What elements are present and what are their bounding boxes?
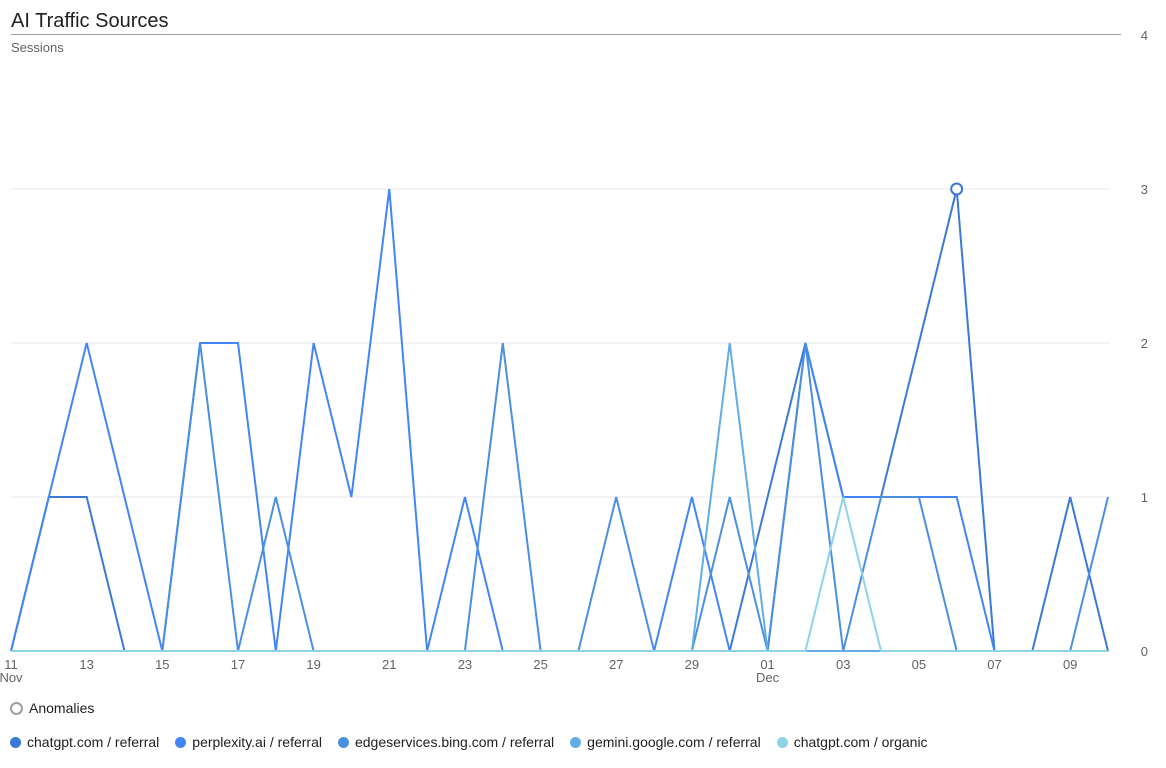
legend-label: gemini.google.com / referral: [587, 734, 761, 750]
series-line-4: [11, 496, 1108, 652]
legend-item-4[interactable]: chatgpt.com / organic: [776, 734, 928, 750]
legend-dot-icon: [570, 736, 582, 748]
chart-title: AI Traffic Sources: [11, 10, 169, 32]
x-tick-label-15: 15: [155, 657, 169, 672]
x-tick-sublabel-Nov: Nov: [0, 670, 23, 685]
legend-item-3[interactable]: gemini.google.com / referral: [570, 734, 761, 750]
legend-label: perplexity.ai / referral: [192, 734, 322, 750]
series-line-0: [10, 188, 1109, 652]
legend-label: edgeservices.bing.com / referral: [354, 734, 555, 750]
x-tick-label-07: 07: [987, 657, 1001, 672]
y-axis-label: Sessions: [11, 40, 64, 55]
legend-item-2[interactable]: edgeservices.bing.com / referral: [337, 734, 555, 750]
anomaly-ring-icon: [10, 701, 23, 715]
legend-dot-icon: [337, 736, 349, 748]
x-tick-sublabel-Dec: Dec: [756, 670, 780, 685]
title-divider: [11, 34, 1121, 35]
legend-item-1[interactable]: perplexity.ai / referral: [175, 734, 322, 750]
legend-label: chatgpt.com / organic: [793, 734, 928, 750]
x-tick-label-09: 09: [1063, 657, 1077, 672]
grid-lines: [11, 188, 1110, 652]
y-tick-label-1: 1: [1141, 490, 1148, 505]
series-legend: chatgpt.com / referral perplexity.ai / re…: [10, 734, 944, 750]
x-tick-label-19: 19: [306, 657, 320, 672]
legend-dot-icon: [175, 736, 187, 748]
anomalies-legend-label: Anomalies: [29, 700, 95, 716]
x-tick-label-13: 13: [79, 657, 93, 672]
x-tick-label-21: 21: [382, 657, 396, 672]
y-tick-label-3: 3: [1141, 182, 1148, 197]
y-axis-ticks: 0 1 2 3 4: [1141, 28, 1148, 659]
x-tick-label-17: 17: [231, 657, 245, 672]
legend-label: chatgpt.com / referral: [27, 734, 160, 750]
x-tick-label-23: 23: [458, 657, 472, 672]
y-tick-label-4: 4: [1141, 28, 1148, 43]
y-tick-label-2: 2: [1141, 336, 1148, 351]
series-line-1: [10, 188, 1108, 652]
anomalies-legend[interactable]: Anomalies: [10, 700, 94, 716]
y-tick-label-0: 0: [1141, 644, 1148, 659]
legend-dot-icon: [10, 736, 21, 748]
legend-dot-icon: [776, 736, 788, 748]
x-tick-label-25: 25: [533, 657, 547, 672]
x-tick-label-11: 11: [4, 657, 18, 672]
anomaly-marker-0: [950, 182, 964, 196]
x-tick-label-29: 29: [685, 657, 699, 672]
x-tick-label-05: 05: [912, 657, 926, 672]
x-tick-label-27: 27: [609, 657, 623, 672]
legend-item-0[interactable]: chatgpt.com / referral: [10, 734, 159, 750]
anomaly-markers: [950, 182, 964, 196]
series-lines: [10, 188, 1109, 652]
x-tick-label-01: 01: [760, 657, 774, 672]
x-tick-label-03: 03: [836, 657, 850, 672]
